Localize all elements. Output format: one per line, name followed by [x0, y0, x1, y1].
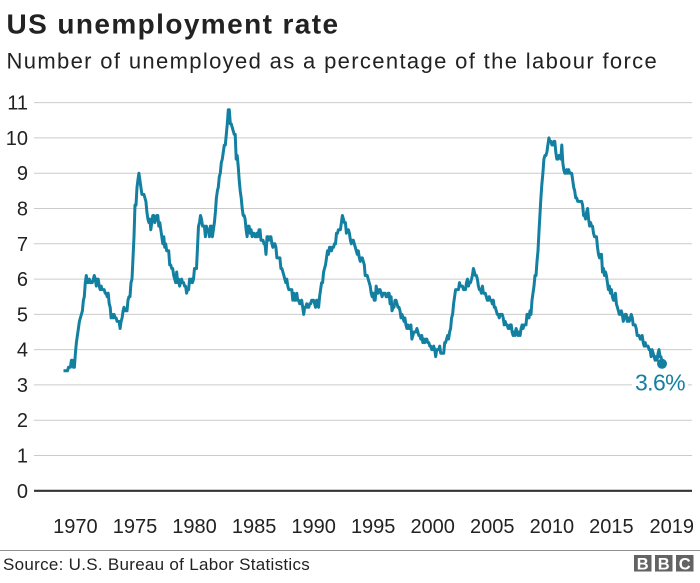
svg-text:2015: 2015	[589, 516, 634, 538]
svg-text:2019: 2019	[650, 516, 695, 538]
svg-text:1970: 1970	[53, 516, 98, 538]
svg-text:1980: 1980	[172, 516, 217, 538]
svg-text:11: 11	[7, 93, 28, 115]
svg-text:1995: 1995	[351, 516, 396, 538]
svg-text:10: 10	[6, 128, 28, 150]
svg-text:4: 4	[17, 340, 28, 362]
svg-text:B: B	[658, 556, 670, 574]
svg-text:US unemployment rate: US unemployment rate	[7, 9, 340, 40]
svg-text:8: 8	[17, 199, 28, 221]
svg-text:2005: 2005	[470, 516, 515, 538]
svg-text:Source: U.S. Bureau of Labor S: Source: U.S. Bureau of Labor Statistics	[3, 555, 310, 574]
svg-text:9: 9	[17, 163, 28, 185]
svg-text:2000: 2000	[410, 516, 455, 538]
svg-text:0: 0	[17, 481, 28, 503]
svg-text:1: 1	[17, 446, 28, 468]
svg-text:1975: 1975	[113, 516, 158, 538]
svg-text:7: 7	[17, 234, 28, 256]
svg-text:1985: 1985	[232, 516, 277, 538]
svg-text:C: C	[679, 556, 691, 574]
svg-text:2010: 2010	[530, 516, 575, 538]
svg-text:3: 3	[17, 375, 28, 397]
svg-text:3.6%: 3.6%	[635, 370, 685, 396]
svg-text:B: B	[637, 556, 649, 574]
svg-text:2: 2	[17, 410, 28, 432]
svg-text:5: 5	[17, 304, 28, 326]
svg-text:6: 6	[17, 269, 28, 291]
svg-text:1990: 1990	[291, 516, 336, 538]
svg-text:Number of unemployed as a perc: Number of unemployed as a percentage of …	[7, 49, 659, 74]
